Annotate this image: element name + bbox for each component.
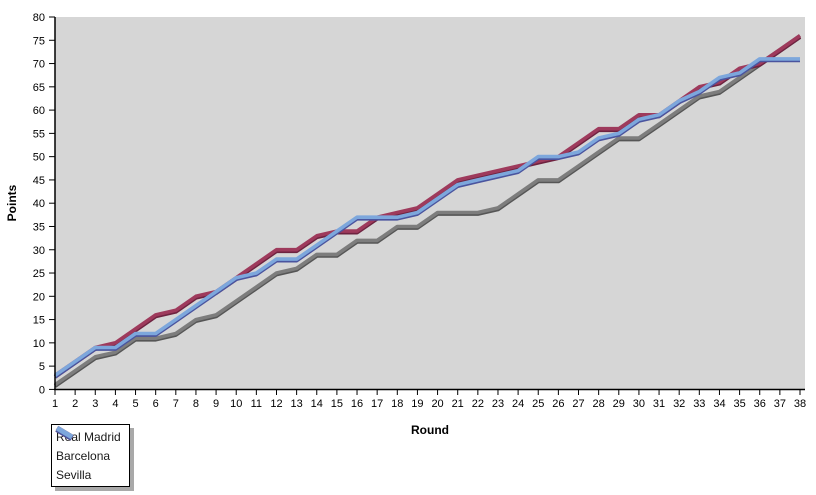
x-tick-label: 24 bbox=[512, 398, 524, 410]
x-tick-label: 30 bbox=[633, 398, 645, 410]
x-tick-label: 32 bbox=[673, 398, 685, 410]
x-tick-label: 23 bbox=[492, 398, 504, 410]
y-tick-label: 15 bbox=[33, 315, 45, 327]
x-tick-label: 37 bbox=[774, 398, 786, 410]
x-tick-label: 36 bbox=[754, 398, 766, 410]
y-tick-label: 35 bbox=[33, 221, 45, 233]
x-tick-label: 11 bbox=[251, 398, 262, 410]
x-tick-label: 1 bbox=[52, 398, 58, 410]
x-tick-label: 13 bbox=[290, 398, 302, 410]
legend-label: Barcelona bbox=[56, 448, 111, 463]
x-tick-label: 21 bbox=[452, 398, 464, 410]
y-tick-label: 70 bbox=[33, 59, 45, 71]
x-tick-label: 4 bbox=[112, 398, 118, 410]
legend-item-barcelona: Barcelona bbox=[55, 425, 121, 465]
x-tick-label: 19 bbox=[411, 398, 423, 410]
y-tick-label: 80 bbox=[33, 12, 45, 24]
y-tick-label: 60 bbox=[33, 105, 45, 117]
series-line-sevilla bbox=[53, 57, 800, 377]
x-tick-label: 26 bbox=[552, 398, 564, 410]
x-tick-label: 12 bbox=[270, 398, 282, 410]
x-tick-label: 17 bbox=[371, 398, 383, 410]
x-axis-title: Round bbox=[411, 423, 449, 437]
x-tick-label: 3 bbox=[92, 398, 98, 410]
x-tick-label: 25 bbox=[532, 398, 544, 410]
y-tick-label: 25 bbox=[33, 268, 45, 280]
x-tick-label: 29 bbox=[613, 398, 625, 410]
legend-item-sevilla: Sevilla bbox=[55, 425, 121, 484]
y-axis-ticks: 0 5 10 15 20 25 30 35 40 45 50 55 60 65 70 75 80 bbox=[33, 12, 55, 396]
x-axis-ticks: 1 2 3 4 5 6 7 8 9 10 11 12 13 14 15 16 17 18 19 20 21 22 23 24 2… bbox=[52, 390, 806, 410]
y-tick-label: 10 bbox=[33, 338, 45, 350]
y-tick-label: 20 bbox=[33, 291, 45, 303]
x-tick-label: 20 bbox=[431, 398, 443, 410]
series-line-real-madrid bbox=[53, 34, 802, 387]
x-tick-label: 16 bbox=[351, 398, 363, 410]
legend: Real Madrid Barcelona Sevilla bbox=[51, 424, 130, 487]
x-tick-label: 38 bbox=[794, 398, 806, 410]
x-tick-label: 35 bbox=[733, 398, 745, 410]
legend-label: Sevilla bbox=[56, 467, 92, 482]
x-tick-label: 8 bbox=[193, 398, 199, 410]
x-tick-label: 7 bbox=[173, 398, 179, 410]
x-tick-label: 6 bbox=[153, 398, 159, 410]
x-tick-label: 5 bbox=[132, 398, 138, 410]
x-tick-label: 14 bbox=[311, 398, 323, 410]
x-tick-label: 10 bbox=[230, 398, 242, 410]
series-lines bbox=[53, 34, 802, 388]
x-tick-label: 28 bbox=[593, 398, 605, 410]
x-tick-label: 22 bbox=[472, 398, 484, 410]
x-tick-label: 31 bbox=[653, 398, 665, 410]
x-tick-label: 33 bbox=[693, 398, 705, 410]
x-tick-label: 15 bbox=[331, 398, 343, 410]
y-axis-title: Points bbox=[5, 184, 19, 221]
y-tick-label: 65 bbox=[33, 82, 45, 94]
x-tick-label: 34 bbox=[713, 398, 725, 410]
x-tick-label: 27 bbox=[572, 398, 584, 410]
y-tick-label: 0 bbox=[39, 384, 45, 396]
x-tick-label: 18 bbox=[391, 398, 403, 410]
x-tick-label: 9 bbox=[213, 398, 219, 410]
y-tick-label: 30 bbox=[33, 245, 45, 257]
y-tick-label: 5 bbox=[39, 361, 45, 373]
y-tick-label: 40 bbox=[33, 198, 45, 210]
y-tick-label: 45 bbox=[33, 175, 45, 187]
y-tick-label: 55 bbox=[33, 128, 45, 140]
sevilla-line-swatch-icon bbox=[55, 425, 74, 441]
legend-label: Real Madrid bbox=[56, 429, 121, 444]
y-tick-label: 75 bbox=[33, 35, 45, 47]
y-tick-label: 50 bbox=[33, 152, 45, 164]
x-tick-label: 2 bbox=[72, 398, 78, 410]
